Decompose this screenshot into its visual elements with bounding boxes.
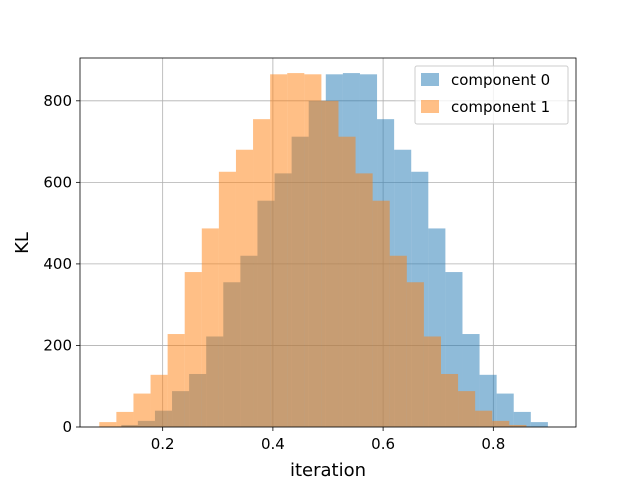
histogram-bar-component-1	[133, 393, 151, 427]
histogram-bar-component-1	[475, 410, 493, 427]
axis-ticks: 0.2 0.4 0.6 0.8 0 200 400 600 800	[43, 92, 505, 453]
histogram-bar-component-1	[253, 119, 271, 427]
histogram-bar-component-1	[184, 272, 202, 427]
legend-swatch-component-1	[421, 100, 439, 113]
y-tick-label: 400	[43, 255, 72, 273]
y-tick-label: 200	[43, 336, 72, 354]
x-tick-label: 0.8	[481, 435, 505, 453]
y-axis-label: KL	[12, 232, 33, 254]
histogram-bar-component-1	[218, 171, 236, 427]
histogram-bar-component-0	[496, 393, 514, 427]
histogram-bar-component-1	[406, 282, 424, 427]
x-axis-label: iteration	[290, 460, 366, 480]
x-tick-label: 0.6	[371, 435, 395, 453]
plot-frame	[79, 57, 577, 428]
histogram-bar-component-1	[304, 74, 322, 428]
x-tick-label: 0.4	[261, 435, 285, 453]
histogram-bar-component-1	[355, 173, 373, 427]
histogram-bar-component-1	[99, 422, 117, 427]
legend-swatch-component-0	[421, 73, 439, 86]
histogram-bar-component-1	[150, 374, 168, 427]
histogram-bars	[99, 73, 548, 428]
histogram-bar-component-1	[492, 420, 510, 427]
legend-box	[414, 65, 569, 125]
y-tick-label: 0	[62, 418, 72, 436]
histogram-bar-component-1	[270, 74, 288, 428]
y-tick-label: 800	[43, 92, 72, 110]
histogram-bar-component-1	[235, 149, 254, 427]
histogram-bar-component-1	[338, 136, 356, 427]
histogram-bar-component-1	[509, 424, 527, 427]
histogram-bar-component-1	[321, 100, 339, 427]
histogram-bar-component-1	[372, 200, 390, 427]
legend-label-component-1: component 1	[451, 98, 550, 116]
histogram-bar-component-1	[287, 73, 305, 428]
histogram-bar-component-1	[389, 255, 407, 427]
histogram-bar-component-1	[423, 336, 441, 427]
histogram-bar-component-1	[116, 411, 134, 427]
histogram-bar-component-0	[530, 422, 548, 427]
histogram-bar-component-0	[513, 411, 531, 427]
legend-label-component-0: component 0	[451, 71, 550, 89]
y-tick-label: 600	[43, 173, 72, 191]
x-tick-label: 0.2	[151, 435, 175, 453]
histogram-bar-component-1	[440, 373, 459, 427]
histogram-bar-component-1	[458, 391, 476, 427]
histogram-bar-component-1	[167, 334, 185, 427]
legend: component 0 component 1	[414, 65, 569, 125]
histogram-bar-component-1	[201, 228, 219, 427]
